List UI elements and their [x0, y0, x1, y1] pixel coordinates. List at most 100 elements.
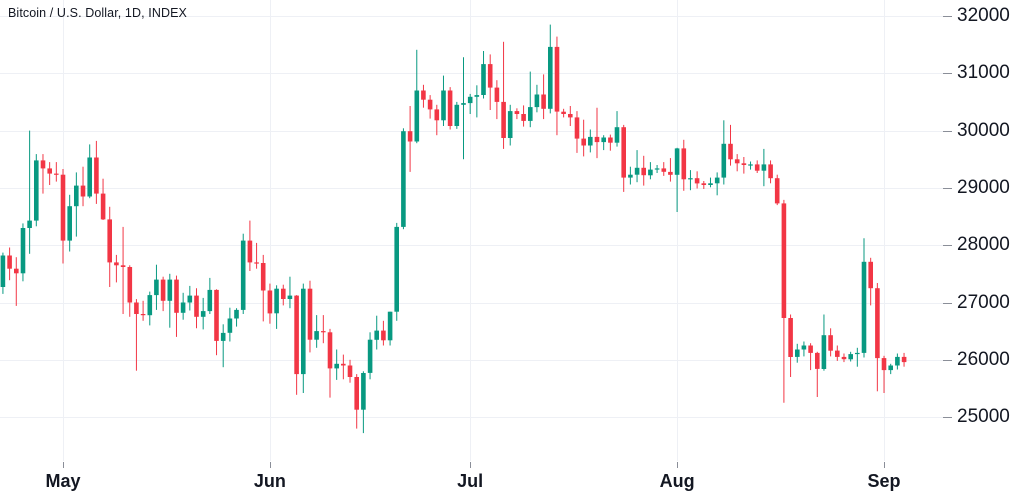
- candle[interactable]: [254, 242, 259, 269]
- candle[interactable]: [154, 264, 159, 310]
- candle[interactable]: [140, 300, 146, 321]
- candle[interactable]: [67, 194, 72, 252]
- candle[interactable]: [0, 252, 6, 294]
- candle[interactable]: [734, 154, 740, 172]
- candle[interactable]: [407, 106, 413, 172]
- candle[interactable]: [294, 295, 299, 395]
- candle[interactable]: [521, 105, 526, 127]
- candle[interactable]: [367, 332, 373, 380]
- candle[interactable]: [708, 177, 713, 188]
- candle[interactable]: [7, 247, 12, 281]
- candle[interactable]: [414, 49, 420, 144]
- candle[interactable]: [47, 162, 52, 185]
- candle[interactable]: [214, 289, 219, 356]
- candle[interactable]: [234, 308, 239, 327]
- candle[interactable]: [107, 206, 112, 287]
- candle[interactable]: [354, 374, 359, 429]
- candle[interactable]: [601, 135, 606, 151]
- candle[interactable]: [174, 275, 179, 337]
- candle[interactable]: [260, 254, 266, 322]
- candle[interactable]: [27, 130, 32, 254]
- candle[interactable]: [147, 291, 153, 326]
- candle[interactable]: [534, 84, 540, 113]
- candle[interactable]: [501, 41, 506, 149]
- candle[interactable]: [568, 106, 573, 126]
- candle[interactable]: [608, 134, 613, 151]
- candle[interactable]: [548, 24, 553, 114]
- candle[interactable]: [481, 51, 486, 99]
- candle[interactable]: [307, 280, 313, 353]
- candle[interactable]: [507, 104, 513, 146]
- candle[interactable]: [20, 223, 26, 282]
- candle[interactable]: [467, 93, 473, 114]
- candle[interactable]: [207, 277, 213, 314]
- candle[interactable]: [588, 129, 593, 153]
- candle[interactable]: [40, 154, 46, 194]
- candle[interactable]: [314, 315, 319, 348]
- candle[interactable]: [434, 104, 440, 136]
- symbol-title[interactable]: Bitcoin / U.S. Dollar, 1D, INDEX: [8, 6, 187, 20]
- candle[interactable]: [74, 172, 79, 237]
- candle[interactable]: [681, 139, 687, 191]
- candle[interactable]: [574, 111, 580, 153]
- candle[interactable]: [394, 222, 399, 321]
- candle[interactable]: [341, 354, 346, 380]
- candle[interactable]: [754, 160, 760, 173]
- candle[interactable]: [401, 128, 406, 230]
- candle[interactable]: [327, 328, 333, 398]
- candle[interactable]: [461, 57, 466, 160]
- candle[interactable]: [848, 351, 853, 362]
- candle[interactable]: [621, 124, 626, 192]
- candle[interactable]: [875, 283, 880, 392]
- candle[interactable]: [895, 353, 900, 370]
- candle[interactable]: [427, 95, 433, 119]
- candle[interactable]: [474, 85, 480, 118]
- candle[interactable]: [301, 283, 306, 393]
- candle[interactable]: [528, 71, 533, 128]
- candle[interactable]: [34, 154, 39, 227]
- candle[interactable]: [374, 315, 379, 350]
- candle[interactable]: [194, 288, 199, 329]
- candle[interactable]: [628, 166, 633, 185]
- candle[interactable]: [701, 181, 707, 189]
- candle[interactable]: [334, 349, 339, 380]
- candle[interactable]: [841, 353, 847, 363]
- candle[interactable]: [728, 124, 733, 166]
- candle[interactable]: [835, 345, 840, 361]
- candle[interactable]: [441, 75, 446, 126]
- candle[interactable]: [247, 220, 253, 271]
- candle[interactable]: [487, 54, 493, 110]
- candle[interactable]: [387, 311, 393, 346]
- candle[interactable]: [801, 341, 807, 357]
- candle[interactable]: [227, 307, 233, 342]
- candle[interactable]: [634, 150, 640, 183]
- candle[interactable]: [421, 84, 426, 108]
- candle[interactable]: [127, 265, 133, 317]
- candle[interactable]: [554, 36, 560, 136]
- candle[interactable]: [688, 170, 693, 191]
- candle[interactable]: [220, 324, 226, 368]
- candle[interactable]: [541, 74, 546, 120]
- candle[interactable]: [120, 226, 126, 314]
- candle[interactable]: [788, 314, 793, 378]
- candle[interactable]: [60, 169, 66, 264]
- candle[interactable]: [134, 299, 139, 371]
- candle[interactable]: [815, 351, 820, 397]
- candle[interactable]: [881, 355, 887, 393]
- candle[interactable]: [240, 233, 246, 314]
- candle[interactable]: [614, 111, 620, 147]
- candle[interactable]: [674, 147, 680, 212]
- candle[interactable]: [901, 352, 907, 367]
- candle[interactable]: [694, 171, 700, 189]
- candle[interactable]: [274, 285, 279, 329]
- candle[interactable]: [94, 140, 99, 204]
- candle[interactable]: [661, 162, 667, 176]
- candle[interactable]: [648, 162, 653, 180]
- candle[interactable]: [200, 297, 206, 330]
- candle[interactable]: [641, 155, 646, 186]
- candle[interactable]: [494, 80, 500, 120]
- candle[interactable]: [868, 257, 873, 306]
- candle[interactable]: [861, 238, 867, 358]
